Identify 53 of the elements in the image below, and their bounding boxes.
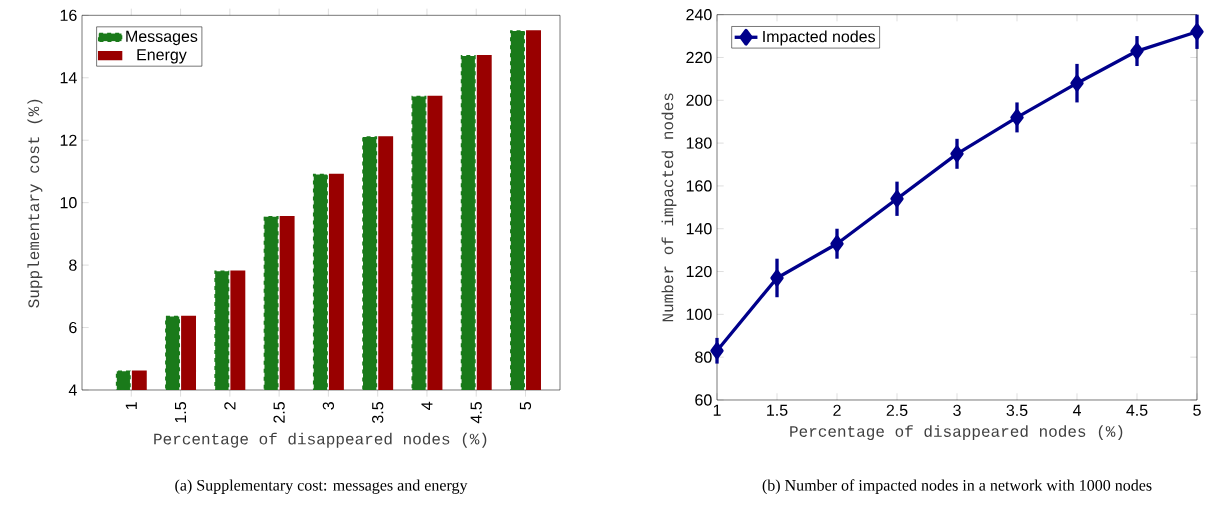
x-tick-label: 4 (1072, 404, 1081, 416)
x-axis-title: Percentage of disappeared nodes (%) (154, 432, 487, 448)
y-tick-label: 8 (69, 259, 77, 271)
point (1070, 74, 1084, 92)
x-tick-label: 1 (125, 402, 137, 410)
y-tick-label: 10 (60, 197, 77, 209)
x-tick-label: 5 (1193, 404, 1201, 416)
y-tick-label: 180 (686, 137, 712, 149)
point (830, 235, 844, 253)
legend-label: Impacted nodes (763, 30, 876, 46)
y-tick-label: 14 (60, 72, 77, 84)
legend-label: Energy (137, 49, 187, 64)
y-tick-label: 80 (695, 351, 712, 363)
y-axis-title: Number of impacted nodes (661, 93, 677, 322)
y-tick-label: 4 (68, 384, 77, 396)
y-tick-label: 160 (686, 180, 712, 192)
point (950, 145, 964, 163)
point (1010, 109, 1024, 126)
x-tick-label: 1.5 (767, 404, 788, 416)
y-tick-label: 140 (686, 223, 712, 235)
x-tick-label: 4.5 (470, 402, 482, 424)
x-tick-label: 3 (953, 404, 961, 417)
y-tick-label: 200 (686, 94, 712, 106)
x-tick-label: 4.5 (1126, 404, 1148, 416)
point (1130, 42, 1144, 60)
x-tick-label: 1.5 (174, 402, 187, 423)
x-tick-label: 1 (713, 404, 721, 416)
y-tick-label: 120 (686, 265, 712, 278)
x-tick-label: 2 (833, 404, 841, 416)
x-axis-title: Percentage of disappeared nodes (%) (790, 425, 1123, 441)
y-tick-label: 60 (695, 394, 712, 406)
text: (b) Number of impacted nodes in a network with 1000 nodes (762, 479, 1152, 494)
x-tick-label: 2 (224, 402, 236, 410)
point (890, 190, 904, 208)
text: (a) Supplementary cost: messages and energy (175, 479, 468, 494)
point (770, 269, 784, 287)
y-tick-label: 240 (686, 9, 712, 21)
x-tick-label: 2.5 (273, 402, 285, 423)
legend-label: Messages (126, 30, 198, 46)
x-tick-label: 3 (322, 402, 335, 410)
x-tick-label: 3.5 (372, 402, 384, 423)
x-tick-label: 2.5 (886, 404, 908, 417)
y-tick-label: 12 (60, 134, 77, 146)
y-tick-label: 100 (686, 308, 712, 321)
y-tick-label: 16 (60, 9, 77, 21)
x-tick-label: 3.5 (1006, 404, 1028, 417)
point (1190, 23, 1204, 41)
y-tick-label: 220 (686, 51, 712, 64)
x-tick-label: 5 (519, 402, 532, 410)
y-tick-label: 6 (69, 321, 77, 334)
y-axis-title: Supplementary cost (%) (27, 99, 43, 308)
point (710, 342, 724, 360)
x-tick-label: 4 (421, 401, 433, 410)
